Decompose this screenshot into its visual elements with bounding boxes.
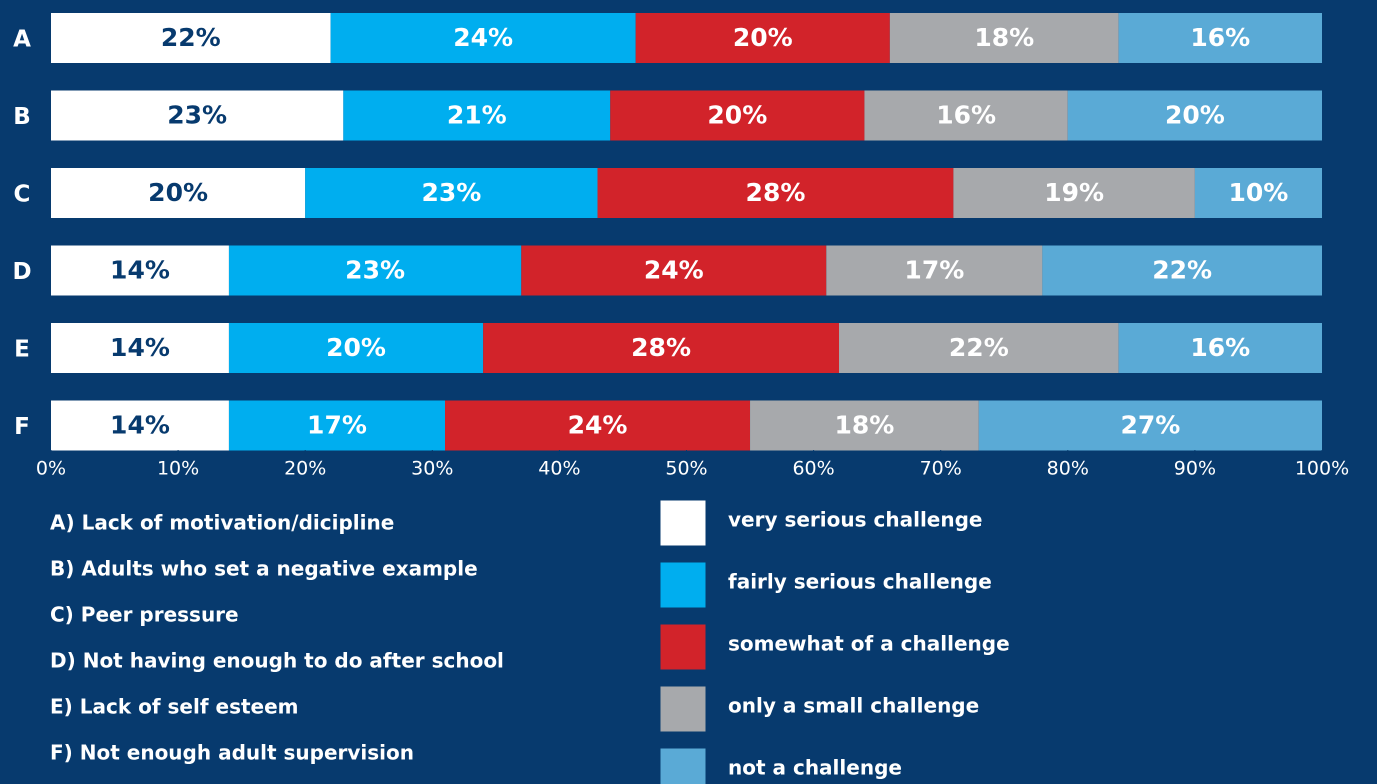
bar-segment [635,13,890,63]
value-label: 20% [707,101,767,130]
value-label: 14% [110,411,170,440]
bar-segment [228,245,522,296]
category-description: E) Lack of self esteem [50,695,299,719]
bar-segment [228,323,484,373]
bar-segment [864,90,1068,141]
value-label: 23% [167,101,227,130]
x-tick-label: 0% [36,458,66,480]
bar-segment [750,400,979,451]
value-label: 20% [326,333,386,362]
bar-segment [228,400,446,451]
x-tick-label: 90% [1174,458,1216,480]
bar-segment [1118,323,1322,373]
legend-swatch [659,499,707,547]
value-label: 22% [161,23,221,52]
value-label: 23% [345,256,405,285]
bar-segment [445,400,751,451]
value-label: 18% [974,23,1034,52]
x-tick-label: 20% [284,458,326,480]
x-tick-label: 80% [1047,458,1089,480]
value-label: 28% [746,178,806,207]
bar-segment [1042,245,1322,296]
value-label: 14% [110,256,170,285]
value-label: 10% [1229,178,1289,207]
x-tick-label: 40% [538,458,580,480]
x-tick-label: 60% [792,458,834,480]
bar-segment [597,168,954,218]
value-label: 16% [1190,333,1250,362]
category-label: A [13,27,31,53]
legend-label: only a small challenge [728,694,979,718]
x-tick-label: 10% [157,458,199,480]
value-label: 20% [1165,101,1225,130]
legend-label: not a challenge [728,756,902,780]
legend-swatch [659,561,707,609]
category-label: B [13,104,31,130]
bar-segment [51,13,331,63]
bar-segment [1118,13,1322,63]
value-label: 16% [1190,23,1250,52]
bar-segment [953,168,1195,218]
value-label: 20% [733,23,793,52]
bar-segment [483,323,840,373]
value-label: 24% [568,411,628,440]
legend-swatch [659,685,707,733]
value-label: 16% [936,101,996,130]
value-label: 19% [1044,178,1104,207]
legend-swatch [659,747,707,784]
category-description: D) Not having enough to do after school [50,649,504,673]
bar-segment [1067,90,1322,141]
bar-segment [1194,168,1322,218]
value-label: 20% [148,178,208,207]
value-label: 21% [447,101,507,130]
legend-label: somewhat of a challenge [728,632,1010,656]
bar-segment [51,245,229,296]
bar-segment [343,90,611,141]
bar-segment [839,323,1119,373]
category-description: B) Adults who set a negative example [50,557,478,581]
value-label: 17% [904,256,964,285]
category-description: F) Not enough adult supervision [50,741,414,765]
value-label: 24% [644,256,704,285]
value-label: 14% [110,333,170,362]
bar-segment [330,13,636,63]
category-label: F [14,414,30,440]
x-tick-label: 30% [411,458,453,480]
legend-label: very serious challenge [728,508,982,532]
bar-segment [978,400,1322,451]
value-label: 27% [1120,411,1180,440]
x-tick-label: 70% [920,458,962,480]
value-label: 28% [631,333,691,362]
bar-segment [826,245,1043,296]
bar-segment [51,168,306,218]
value-label: 22% [1152,256,1212,285]
category-label: C [14,182,31,208]
category-description: A) Lack of motivation/dicipline [50,511,394,535]
category-label: D [12,259,31,285]
value-label: 22% [949,333,1009,362]
bar-segment [305,168,598,218]
value-label: 17% [307,411,367,440]
bar-segment [51,400,229,451]
category-description: C) Peer pressure [50,603,239,627]
bar-segment [610,90,865,141]
x-tick-label: 100% [1295,458,1349,480]
x-tick-label: 50% [665,458,707,480]
bar-segment [521,245,827,296]
value-label: 24% [453,23,513,52]
legend-swatch [659,623,707,671]
legend-label: fairly serious challenge [728,570,992,594]
bar-segment [889,13,1119,63]
bar-segment [51,323,229,373]
bar-segment [51,90,344,141]
value-label: 18% [835,411,895,440]
category-label: E [14,337,30,363]
value-label: 23% [421,178,481,207]
